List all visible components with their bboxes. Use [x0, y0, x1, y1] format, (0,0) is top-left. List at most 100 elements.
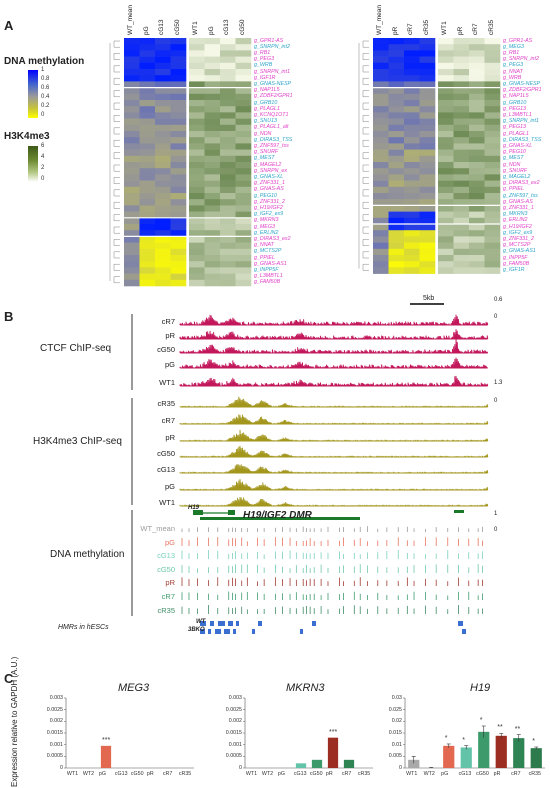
h3k4me3-cell	[235, 75, 252, 82]
h3k4me3-cell	[235, 112, 252, 119]
h3k4me3-cell	[220, 131, 236, 138]
h3k4me3-cell	[204, 106, 221, 113]
h3k4me3-cell	[235, 174, 252, 181]
methylation-cell	[404, 168, 420, 175]
h3k4me3-cell	[469, 242, 485, 250]
methylation-tick: 0.6	[41, 85, 50, 91]
methylation-cell	[388, 255, 405, 262]
methylation-cell	[388, 143, 405, 150]
h3k4me3-cell	[220, 267, 236, 274]
methylation-cell	[404, 137, 420, 144]
methylation-cell	[404, 217, 420, 225]
methylation-cell	[419, 155, 436, 163]
methylation-cell	[170, 106, 187, 113]
methylation-cell	[373, 50, 389, 57]
h3k4me3-cell	[484, 56, 501, 64]
methylation-cell	[139, 273, 156, 281]
hmr-block-3bko	[252, 629, 255, 634]
h3k4me3-cell	[484, 199, 501, 206]
h3k4me3-cell	[453, 112, 470, 119]
meth-track-label: cG13	[157, 551, 175, 560]
h3k4me3-cell	[469, 199, 485, 206]
bar	[495, 735, 507, 768]
methylation-cell	[124, 100, 140, 107]
methylation-cell	[404, 236, 420, 243]
h3k4me3-cell	[438, 124, 454, 132]
meth-track-label: cG50	[157, 565, 175, 574]
methylation-cell	[139, 186, 156, 194]
ctcf-scale-bottom2: 0	[494, 398, 498, 404]
y-tick-label: 0.003	[228, 695, 242, 701]
h3k4me3-cell	[189, 180, 205, 188]
dendrogram-branch	[113, 78, 120, 85]
h3k4me3-cell	[235, 217, 252, 225]
methylation-cell	[124, 69, 140, 76]
methylation-cell	[373, 217, 389, 225]
h3k4me3-cell	[220, 44, 236, 51]
methylation-cell	[419, 199, 436, 206]
heatmap-row-label: g_SNRPN_int2	[254, 43, 290, 50]
methylation-cell	[124, 230, 140, 237]
h3k4me3-cell	[469, 174, 485, 181]
methylation-cell	[170, 279, 187, 287]
hmr-label: HMRs in hESCs	[58, 624, 109, 631]
methylation-cell	[170, 81, 187, 88]
dendrogram-branch	[113, 189, 120, 197]
hmr-block-3bko	[300, 629, 303, 634]
h3k4me3-cell	[469, 93, 485, 101]
h3k4me3-cell	[189, 255, 205, 262]
hmr-block-wt	[458, 621, 463, 626]
heatmap-row-label: g_H19/IGF2	[254, 204, 283, 211]
h3k4me3-cell	[438, 106, 454, 113]
x-tick-label: pG	[98, 771, 106, 777]
methylation-cell	[419, 106, 436, 113]
methylation-cell	[139, 224, 156, 231]
h3k4me3-cell	[469, 143, 485, 150]
methylation-cell	[124, 87, 140, 95]
methylation-cell	[124, 50, 140, 57]
methylation-cell	[373, 230, 389, 237]
methylation-cell	[388, 162, 405, 169]
heatmap-row-label: g_PLAGL1	[254, 105, 280, 112]
methylation-cell	[419, 87, 436, 95]
methylation-cell	[170, 217, 187, 225]
h3k4me3-cell	[469, 236, 485, 243]
methylation-cell	[419, 242, 436, 250]
methylation-cell	[404, 186, 420, 194]
methylation-cell	[388, 155, 405, 163]
y-tick-label: 0.0005	[46, 753, 63, 760]
h3k4me3-cell	[484, 100, 501, 107]
h3k4me3-cell	[220, 193, 236, 200]
methylation-cell	[124, 75, 140, 82]
h3k4me3-cell	[189, 279, 205, 287]
methylation-cell	[404, 56, 420, 64]
x-tick-label: pG	[277, 771, 285, 777]
gene-exon	[228, 510, 235, 515]
ctcf-scale-top: 0.6	[494, 297, 503, 303]
y-tick-label: 0.025	[388, 706, 402, 713]
dendrogram-branch	[113, 226, 120, 234]
h3k4me3-cell	[453, 174, 470, 181]
h3k4me3-cell	[453, 155, 470, 163]
heatmap-row-label: g_ZNF597_tss	[254, 142, 289, 149]
h3k4me3-cell	[189, 211, 205, 219]
methylation-cell	[170, 93, 187, 101]
heatmap-row-label: g_ZDBF2/GPR1	[254, 93, 293, 100]
methylation-cell	[404, 87, 420, 95]
methylation-cell	[404, 199, 420, 206]
dendrogram-branch	[113, 65, 120, 73]
methylation-cell	[419, 62, 436, 70]
h3k4me3-cell	[484, 69, 501, 76]
dendrogram-branch	[113, 251, 120, 259]
methylation-cell	[170, 224, 187, 231]
h3k4me3-cell	[438, 112, 454, 119]
methylation-cell	[139, 199, 156, 206]
h3k4me3-cell	[204, 143, 221, 150]
h3k4me3-cell	[453, 149, 470, 157]
methylation-cell	[155, 118, 171, 126]
h3k4me3-cell	[438, 69, 454, 76]
h3k4me3-cell	[189, 137, 205, 144]
methylation-cell	[170, 242, 187, 250]
methylation-cell	[373, 155, 389, 163]
